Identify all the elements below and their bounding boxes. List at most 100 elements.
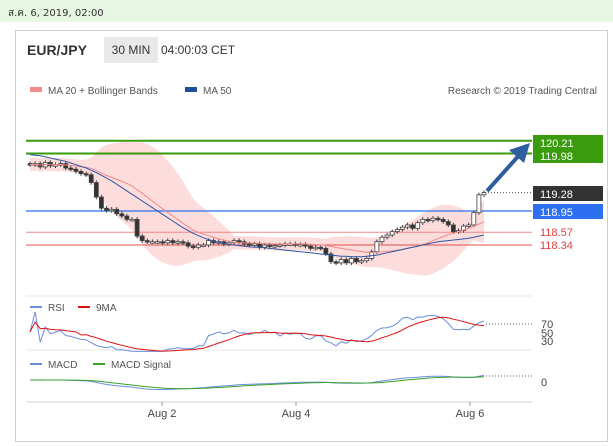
candle	[150, 239, 155, 244]
last-price-bg	[533, 186, 603, 201]
macd-signal-legend-label: MACD Signal	[111, 360, 171, 371]
candle-body	[313, 246, 319, 250]
chart-time: 04:00:03 CET	[161, 43, 236, 57]
resistance-2-label: 120.21	[540, 138, 574, 150]
candle-body	[155, 241, 160, 244]
rsi-ma-line	[29, 316, 485, 352]
candle	[328, 251, 334, 265]
candle	[338, 257, 344, 266]
candle	[399, 224, 405, 232]
rsi-70-label: 70	[541, 319, 553, 331]
candle	[440, 217, 446, 224]
candle	[78, 169, 84, 176]
candle	[129, 217, 135, 222]
candle-body	[252, 243, 257, 246]
candle-body	[308, 245, 313, 249]
x-tick-aug-6: Aug 6	[456, 408, 485, 420]
credit-label: Research © 2019 Trading Central	[448, 86, 597, 97]
rsi-legend-label: RSI	[48, 303, 65, 314]
candle	[374, 239, 380, 254]
macd-zero-label: 0	[541, 377, 547, 389]
candle	[343, 257, 349, 266]
candle	[476, 192, 482, 215]
candle-body	[267, 244, 273, 247]
candle-body	[399, 226, 405, 230]
candle-body	[175, 241, 181, 244]
candle	[333, 259, 339, 266]
candle	[144, 238, 150, 244]
candle	[308, 243, 313, 251]
candle-body	[328, 253, 334, 263]
candle-body	[93, 182, 99, 198]
candle-body	[364, 258, 370, 262]
candle-body	[139, 235, 145, 241]
pivot-label: 118.95	[540, 207, 573, 219]
rsi-50-label: 50	[541, 328, 553, 340]
candle-body	[180, 241, 186, 244]
candle-body	[476, 194, 482, 214]
candle-body	[415, 222, 421, 229]
candle	[471, 210, 477, 228]
candle-body	[435, 217, 441, 221]
candle-body	[318, 246, 324, 250]
candle-body	[119, 213, 125, 217]
candle	[124, 213, 130, 222]
candle	[155, 239, 160, 244]
candle	[435, 216, 441, 222]
candle	[297, 242, 303, 248]
candle	[359, 258, 364, 265]
timestamp-bar: ส.ค. 6, 2019, 02:00	[0, 0, 613, 22]
macd-signal-line	[30, 376, 485, 390]
candle-body	[104, 207, 109, 211]
candle	[109, 207, 115, 213]
candle-body	[129, 218, 135, 222]
candle	[99, 194, 104, 211]
candle-body	[405, 224, 410, 228]
candle-body	[201, 244, 206, 247]
candle-body	[445, 221, 451, 226]
macd-line	[30, 374, 485, 391]
chart-card	[15, 30, 608, 442]
candle-body	[257, 243, 262, 248]
candle-body	[420, 218, 426, 224]
candle-body	[134, 218, 140, 237]
ma50-legend-label: MA 50	[203, 86, 232, 97]
candle-body	[450, 224, 456, 233]
candle	[160, 239, 166, 246]
candle-body	[165, 240, 171, 244]
candle	[450, 222, 456, 234]
candle	[68, 165, 74, 172]
candle-body	[389, 231, 395, 236]
candle	[119, 211, 125, 219]
last-price-label: 119.28	[540, 189, 573, 201]
candle	[394, 227, 400, 234]
candle	[410, 222, 415, 231]
candle	[430, 216, 436, 223]
candle	[139, 233, 145, 243]
candle-body	[277, 244, 283, 247]
symbol-label: EUR/JPY	[27, 42, 87, 58]
candle-body	[144, 240, 150, 243]
candle	[389, 229, 395, 238]
candle-body	[374, 241, 380, 253]
candle-body	[440, 218, 446, 223]
candle-body	[78, 170, 84, 175]
candle-body	[379, 236, 385, 243]
candle-body	[124, 215, 130, 220]
candle-body	[359, 260, 364, 263]
rsi-30-label: 30	[541, 336, 553, 348]
candle-body	[150, 241, 155, 244]
candle-body	[160, 241, 166, 244]
interval-button[interactable]: 30 MIN	[104, 37, 158, 63]
rsi-ma-legend-label: 9MA	[96, 303, 117, 314]
candle	[175, 239, 181, 246]
macd-lines	[30, 374, 485, 391]
candle-body	[88, 174, 94, 183]
bollinger-band-fill	[30, 141, 484, 276]
candle	[170, 238, 176, 246]
candle-body	[425, 218, 431, 222]
candle	[481, 190, 487, 198]
candle-body	[236, 240, 242, 243]
support-1-label: 118.57	[540, 227, 573, 239]
candle-body	[206, 240, 211, 246]
